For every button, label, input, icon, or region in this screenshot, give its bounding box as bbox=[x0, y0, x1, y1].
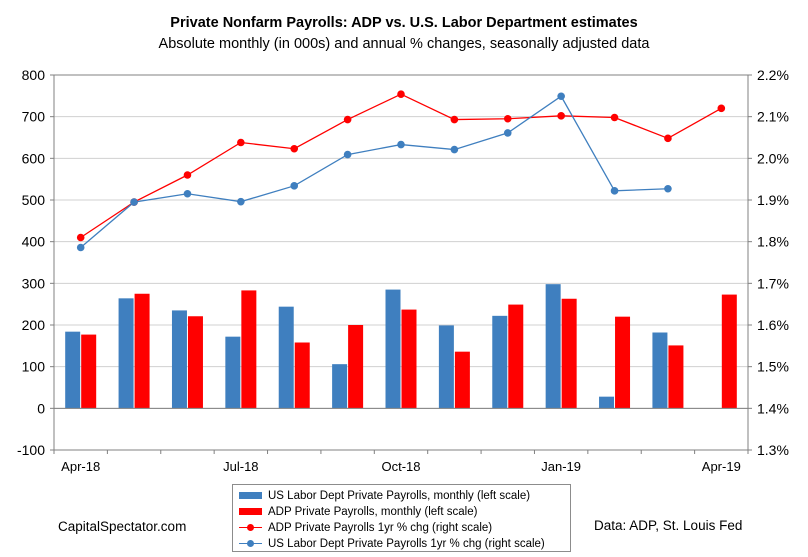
credit-text: CapitalSpectator.com bbox=[58, 519, 187, 534]
point-bls-yoy bbox=[290, 182, 299, 190]
bar-adp bbox=[508, 304, 524, 409]
point-adp-yoy bbox=[343, 115, 352, 124]
legend-item-adp-yoy: ADP Private Payrolls 1yr % chg (right sc… bbox=[239, 520, 492, 535]
left-tick-label: 0 bbox=[37, 400, 45, 416]
bar-adp bbox=[454, 351, 470, 409]
left-tick-label: 200 bbox=[22, 317, 46, 333]
point-adp-yoy bbox=[503, 114, 512, 123]
left-tick-label: 700 bbox=[22, 109, 46, 125]
point-adp-yoy bbox=[76, 233, 85, 242]
left-tick-label: 400 bbox=[22, 234, 46, 250]
chart-subtitle: Absolute monthly (in 000s) and annual % … bbox=[158, 36, 650, 52]
point-adp-yoy bbox=[237, 138, 245, 147]
left-tick-label: 800 bbox=[22, 67, 46, 83]
legend-label-adp-yoy: ADP Private Payrolls 1yr % chg (right sc… bbox=[268, 521, 493, 534]
bar-adp bbox=[561, 298, 577, 409]
point-bls-yoy bbox=[183, 189, 192, 198]
right-tick-label: 1.8% bbox=[757, 234, 789, 250]
bar-bls bbox=[278, 306, 294, 409]
bar-bls bbox=[545, 284, 561, 409]
legend-swatch-bls-line bbox=[239, 540, 262, 547]
right-tick-label: 1.4% bbox=[757, 400, 789, 416]
bar-adp bbox=[721, 294, 737, 409]
point-bls-yoy bbox=[503, 129, 512, 137]
legend-swatch-adp-line bbox=[239, 524, 262, 531]
bar-adp bbox=[668, 345, 684, 409]
bar-adp bbox=[187, 316, 203, 409]
bar-bls bbox=[599, 396, 615, 409]
line-adp-yoy bbox=[80, 93, 722, 239]
legend-label-bls-yoy: US Labor Dept Private Payrolls 1yr % chg… bbox=[268, 537, 545, 550]
point-adp-yoy bbox=[290, 144, 299, 153]
right-tick-label: 1.6% bbox=[757, 317, 789, 333]
right-tick-label: 1.9% bbox=[757, 192, 789, 208]
point-adp-yoy bbox=[557, 112, 565, 120]
bar-bls bbox=[65, 331, 81, 409]
bar-bls bbox=[332, 364, 348, 409]
point-adp-yoy bbox=[664, 134, 672, 143]
point-adp-yoy bbox=[397, 90, 405, 98]
left-tick-label: 600 bbox=[22, 150, 46, 166]
x-tick-label: Apr-19 bbox=[702, 459, 741, 474]
bar-adp bbox=[134, 293, 150, 409]
right-tick-label: 2.0% bbox=[757, 150, 789, 166]
legend-item-adp-monthly: ADP Private Payrolls, monthly (left scal… bbox=[239, 504, 477, 519]
left-tick-label: -100 bbox=[17, 442, 45, 458]
plot-frame bbox=[53, 74, 749, 451]
point-bls-yoy bbox=[557, 92, 565, 101]
bar-bls bbox=[438, 325, 454, 409]
bar-adp bbox=[348, 325, 364, 409]
x-tick-label: Jul-18 bbox=[223, 459, 258, 474]
legend-swatch-bls-bar bbox=[239, 492, 262, 499]
point-adp-yoy bbox=[717, 104, 726, 113]
right-tick-label: 1.3% bbox=[757, 442, 789, 458]
legend-swatch-adp-bar bbox=[239, 508, 262, 515]
bar-adp bbox=[615, 316, 631, 409]
point-adp-yoy bbox=[610, 113, 619, 122]
bar-adp bbox=[81, 334, 97, 409]
x-tick-label: Apr-18 bbox=[61, 459, 100, 474]
bar-adp bbox=[401, 309, 417, 409]
point-bls-yoy bbox=[76, 243, 85, 252]
right-tick-label: 1.7% bbox=[757, 275, 789, 291]
right-tick-label: 2.2% bbox=[757, 67, 789, 83]
right-tick-label: 2.1% bbox=[757, 109, 789, 125]
x-tick-label: Jan-19 bbox=[541, 459, 581, 474]
bar-adp bbox=[241, 290, 257, 409]
bar-bls bbox=[492, 315, 508, 409]
legend: US Labor Dept Private Payrolls, monthly … bbox=[232, 484, 571, 552]
bar-bls bbox=[118, 298, 134, 409]
bar-bls bbox=[225, 336, 241, 409]
right-tick-label: 1.5% bbox=[757, 359, 789, 375]
left-tick-label: 500 bbox=[22, 192, 46, 208]
point-bls-yoy bbox=[610, 187, 619, 195]
point-bls-yoy bbox=[130, 198, 138, 206]
bar-adp bbox=[294, 342, 310, 409]
point-bls-yoy bbox=[397, 140, 405, 149]
bar-bls bbox=[171, 310, 187, 409]
point-adp-yoy bbox=[450, 115, 459, 124]
point-bls-yoy bbox=[237, 197, 245, 206]
bar-bls bbox=[385, 289, 401, 409]
point-bls-yoy bbox=[664, 184, 672, 193]
line-bls-yoy bbox=[80, 95, 668, 248]
left-tick-label: 300 bbox=[22, 275, 46, 291]
x-tick-label: Oct-18 bbox=[381, 459, 420, 474]
bar-bls bbox=[652, 332, 668, 409]
left-tick-label: 100 bbox=[22, 359, 46, 375]
legend-label-adp-monthly: ADP Private Payrolls, monthly (left scal… bbox=[268, 505, 478, 518]
source-text: Data: ADP, St. Louis Fed bbox=[594, 518, 743, 533]
legend-item-bls-yoy: US Labor Dept Private Payrolls 1yr % chg… bbox=[239, 536, 545, 551]
legend-label-bls-monthly: US Labor Dept Private Payrolls, monthly … bbox=[268, 489, 531, 502]
chart-title: Private Nonfarm Payrolls: ADP vs. U.S. L… bbox=[170, 15, 638, 31]
legend-item-bls-monthly: US Labor Dept Private Payrolls, monthly … bbox=[239, 488, 530, 503]
point-adp-yoy bbox=[183, 171, 192, 179]
point-bls-yoy bbox=[343, 150, 352, 159]
point-bls-yoy bbox=[450, 145, 459, 154]
